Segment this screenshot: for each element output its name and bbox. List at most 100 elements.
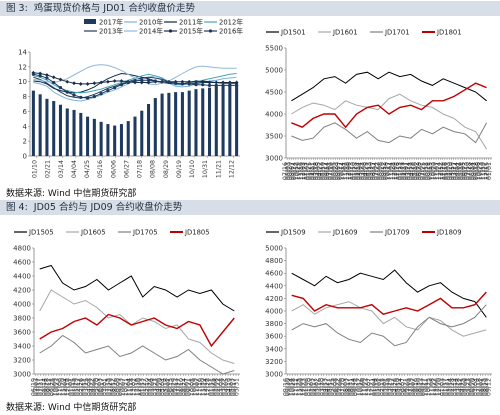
bar: [72, 109, 76, 156]
x-tick-label: 04/22: [317, 162, 324, 180]
series-jd1709: [291, 304, 487, 347]
x-tick-label: 07/31: [38, 378, 45, 396]
y-tick-label: 4800: [13, 245, 31, 253]
data-point: [72, 93, 76, 97]
x-tick-label: 03/23: [152, 378, 159, 396]
data-point: [160, 80, 164, 84]
x-tick-label: 05/06: [91, 378, 98, 396]
x-tick-label: 08/29: [163, 160, 170, 178]
x-tick-label: 05/30: [368, 162, 375, 180]
x-tick-label: 02/14: [447, 378, 454, 396]
x-tick-label: 08/12: [110, 378, 117, 396]
x-tick-label: 09/07: [184, 378, 191, 396]
x-tick-label: 11/25: [295, 378, 302, 396]
x-tick-label: 04/08: [86, 378, 93, 396]
x-tick-label: 05/31: [234, 378, 241, 396]
x-tick-label: 12/15: [484, 162, 491, 180]
legend: JD1509 JD1609 JD1709 JD1809: [266, 229, 462, 237]
x-tick-label: 06/06: [110, 160, 117, 178]
x-tick-label: 09/25: [49, 378, 56, 396]
x-tick-label: 07/28: [466, 162, 473, 180]
bar: [79, 112, 83, 156]
data-point: [201, 83, 205, 87]
x-tick-label: 10/17: [385, 162, 392, 180]
x-tick-label: 04/26: [392, 378, 399, 396]
bar: [92, 118, 96, 156]
bar: [140, 110, 144, 156]
x-tick-label: 07/19: [328, 162, 335, 180]
y-tick-label: 4600: [265, 270, 283, 278]
legend-marker: [168, 29, 173, 33]
x-tick-label: 01/31: [444, 378, 451, 396]
x-tick-label: 12/09: [298, 378, 305, 396]
x-tick-label: 09/30: [383, 162, 390, 180]
x-tick-label: 08/14: [468, 162, 475, 180]
x-tick-label: 01/03: [439, 378, 446, 396]
x-tick-label: 06/07: [400, 378, 407, 396]
x-tick-label: 08/26: [112, 378, 119, 396]
x-tick-label: 11/27: [482, 162, 489, 180]
x-tick-label: 01/07: [304, 162, 311, 180]
x-tick-label: 09/15: [427, 162, 434, 180]
bar: [187, 90, 191, 156]
x-tick-label: 01/29: [73, 378, 80, 396]
y-tick-label: 3000: [265, 155, 283, 163]
x-tick-label: 07/05: [405, 378, 412, 396]
x-tick-label: 10/23: [54, 378, 61, 396]
x-tick-label: 08/14: [41, 378, 48, 396]
x-tick-label: 01/04: [371, 378, 378, 396]
x-tick-label: 12/26: [394, 162, 401, 180]
x-tick-label: 03/09: [149, 378, 156, 396]
x-tick-label: 04/05: [223, 378, 230, 396]
y-tick-label: 4000: [265, 308, 283, 316]
data-point: [65, 79, 70, 84]
x-tick-label: 06/29: [170, 378, 177, 396]
x-tick-label: 04/27: [324, 378, 331, 396]
legend-label: JD1605: [80, 229, 106, 237]
legend-label: JD1801: [436, 29, 462, 37]
data-point: [65, 90, 69, 94]
x-tick-label: 06/08: [332, 378, 339, 396]
series-jd1601: [291, 93, 488, 150]
x-tick-label: 09/24: [291, 162, 298, 180]
data-point: [214, 80, 219, 85]
x-tick-label: 06/14: [324, 162, 331, 180]
figure-4-label: 图 4:: [6, 202, 28, 213]
x-tick-label: 08/08: [376, 162, 383, 180]
x-tick-label: 10/23: [477, 162, 484, 180]
x-tick-label: 11/10: [479, 162, 486, 180]
x-tick-label: 01/06: [303, 378, 310, 396]
x-tick-label: 01/25: [210, 378, 217, 396]
x-tick-label: 09/09: [115, 378, 122, 396]
x-tick-label: 10/05: [189, 378, 196, 396]
x-tick-label: 01/20: [306, 378, 313, 396]
y-tick-label: 3800: [13, 315, 31, 323]
series-jd1609: [291, 301, 487, 337]
x-tick-label: 10/20: [431, 162, 438, 180]
x-tick-label: 12/21: [368, 378, 375, 396]
y-tick-label: 3200: [13, 357, 31, 365]
legend-label: 2010年: [139, 18, 163, 27]
x-tick-label: 04/19: [226, 378, 233, 396]
x-tick-label: 05/13: [365, 162, 372, 180]
data-point: [221, 80, 225, 85]
x-tick-label: 08/30: [415, 378, 422, 396]
x-tick-label: 01/01: [67, 378, 74, 396]
x-tick-label: 03/18: [313, 162, 320, 180]
x-tick-label: 02/01: [376, 378, 383, 396]
figure-3-source: 数据来源: Wind 中信期货研究部: [6, 189, 137, 199]
x-tick-label: 06/02: [414, 162, 421, 180]
bar: [214, 86, 218, 156]
x-tick-label: 09/07: [289, 162, 296, 180]
x-tick-label: 12/12: [228, 160, 235, 178]
x-tick-label: 05/16: [411, 162, 418, 180]
bar: [147, 104, 151, 156]
y-tick-label: 0: [23, 153, 27, 161]
x-tick-label: 07/20: [340, 378, 347, 396]
x-tick-label: 03/01: [311, 162, 318, 180]
x-tick-label: 03/07: [403, 162, 410, 180]
x-tick-label: 05/09: [462, 378, 469, 396]
data-point: [119, 83, 124, 87]
x-tick-label: 07/10: [464, 162, 471, 180]
x-tick-label: 09/09: [335, 162, 342, 180]
